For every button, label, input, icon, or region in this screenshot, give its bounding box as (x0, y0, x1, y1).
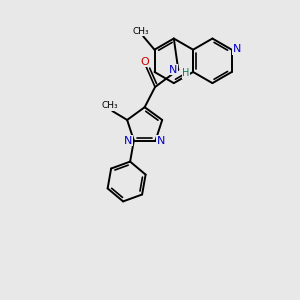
Text: N: N (124, 136, 133, 146)
Text: N: N (157, 136, 165, 146)
Text: H: H (182, 68, 189, 78)
Text: N: N (232, 44, 241, 54)
Text: CH₃: CH₃ (101, 101, 118, 110)
Text: O: O (140, 57, 149, 67)
Text: CH₃: CH₃ (133, 27, 149, 36)
Text: N: N (169, 65, 177, 75)
